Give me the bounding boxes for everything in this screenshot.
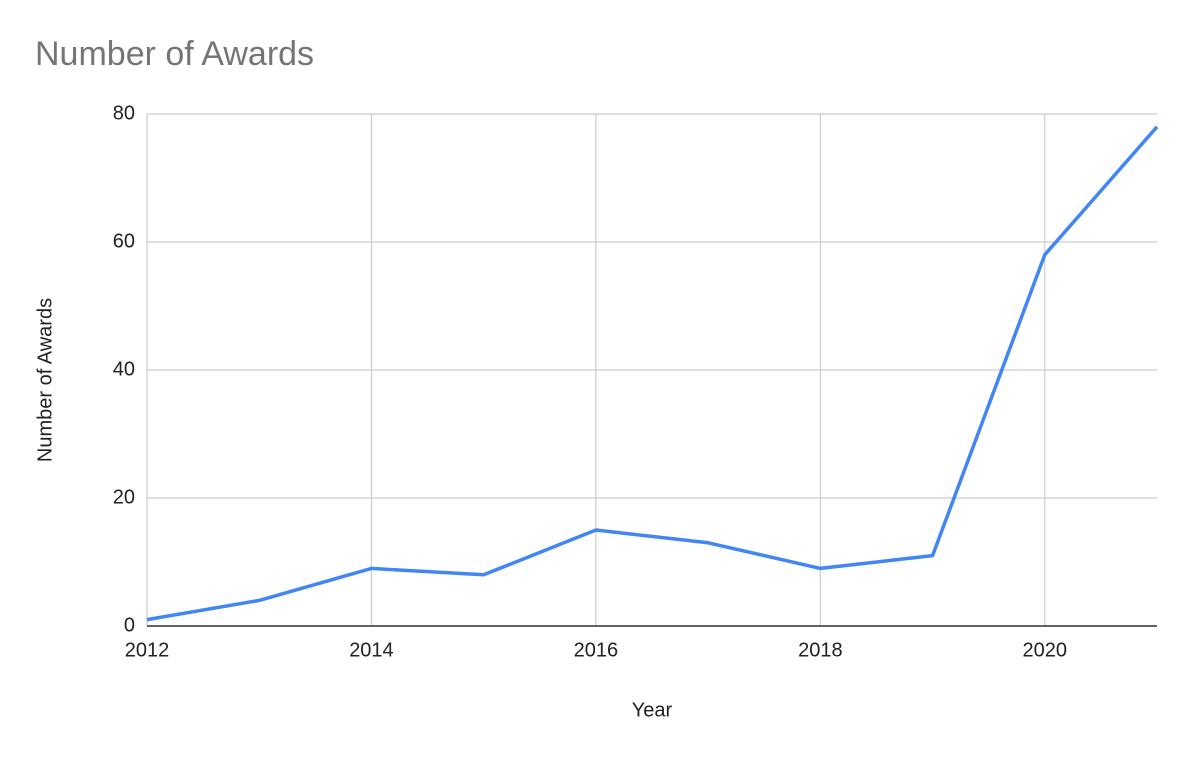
y-tick-label: 20: [113, 486, 135, 508]
x-axis-label: Year: [632, 699, 673, 721]
chart-title: Number of Awards: [35, 35, 314, 73]
data-line: [146, 125, 1159, 622]
x-tick-label: 2012: [125, 639, 170, 661]
y-tick-label: 0: [124, 614, 135, 636]
y-tick-label: 80: [113, 102, 135, 124]
y-axis-label: Number of Awards: [34, 298, 56, 462]
x-tick-label: 2016: [574, 639, 619, 661]
x-tick-label: 2014: [349, 639, 394, 661]
y-tick-label: 40: [113, 358, 135, 380]
y-tick-label: 60: [113, 230, 135, 252]
x-tick-label: 2020: [1023, 639, 1068, 661]
x-tick-label: 2018: [798, 639, 843, 661]
